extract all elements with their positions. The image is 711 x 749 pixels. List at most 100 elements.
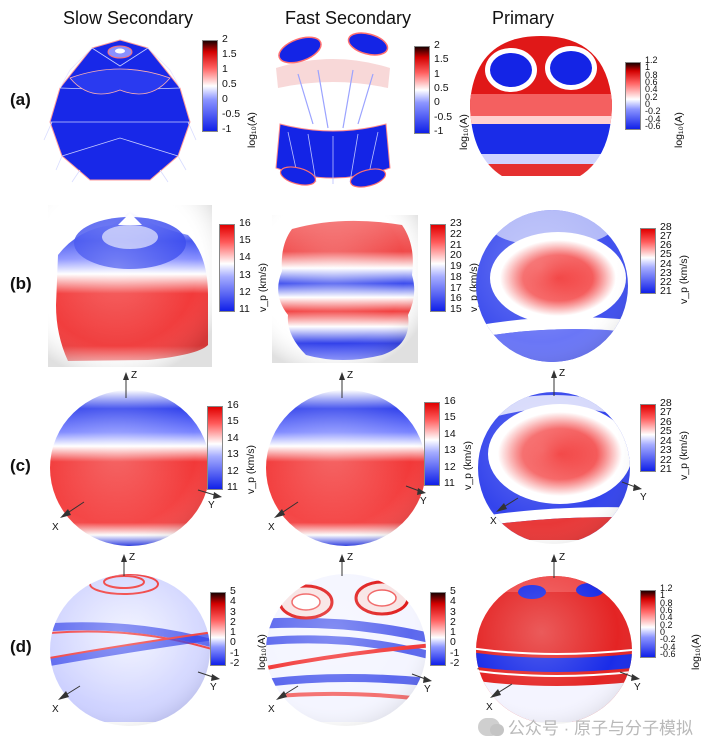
colorbar-tick-label: 15: [227, 415, 239, 428]
colorbar-tick-label: 0: [660, 627, 666, 637]
axis-label-z: Z: [559, 552, 565, 563]
panel-d-primary: Z Y X: [470, 552, 650, 724]
watermark-text: 公众号 · 原子与分子模拟: [507, 719, 693, 738]
colorbar-tick-label: 24: [660, 434, 672, 447]
row-label-b: (b): [10, 274, 32, 293]
colorbar-c-primary-unit: v_p (km/s): [678, 430, 690, 480]
axis-label-x: X: [490, 516, 497, 527]
axis-label-x: X: [52, 704, 59, 715]
wechat-icon: [477, 717, 504, 736]
colorbar-tick-label: 12: [239, 285, 251, 298]
panel-b-primary: [474, 208, 630, 364]
colorbar-tick-label: 4: [450, 595, 456, 608]
colorbar-tick-label: -0.2: [660, 634, 676, 645]
colorbar-tick-label: 27: [660, 230, 672, 243]
panel-a-fast: [258, 28, 408, 190]
panel-b-fast: [272, 215, 418, 363]
row-label-a: (a): [10, 90, 31, 109]
panel-d-fast: Z Y X: [256, 552, 446, 726]
colorbar-tick-label: 16: [227, 399, 239, 411]
colorbar-tick-label: 16: [450, 292, 462, 305]
colorbar-d-slow: 5 4 3 2 1 0 -1 -2 log₁₀(A): [210, 586, 272, 678]
column-title-fast-secondary: Fast Secondary: [284, 8, 412, 28]
colorbar-tick-label: 0: [222, 93, 228, 105]
colorbar-tick-label: 22: [450, 227, 462, 240]
axis-label-x: X: [268, 704, 275, 715]
colorbar-tick-label: -0.4: [645, 113, 661, 124]
axis-label-y: Y: [640, 492, 647, 503]
axis-label-y: Y: [634, 682, 641, 693]
watermark: 公众号 · 原子与分子模拟: [477, 714, 693, 739]
colorbar-tick-label: 0.5: [222, 78, 237, 90]
colorbar-tick-label: 1: [450, 626, 456, 639]
colorbar-tick-label: -1: [434, 125, 444, 137]
colorbar-tick-label: 2: [434, 39, 440, 51]
colorbar-tick-label: 13: [227, 448, 239, 461]
colorbar-a-primary: 1.2 1 0.8 0.6 0.4 0.2 0 -0.2 -0.4 -0.6 log₁₀(A): [625, 56, 687, 148]
colorbar-tick-label: 2: [230, 615, 236, 628]
colorbar-a-fast: 2 1.5 1 0.5 0 -0.5 -1 log₁₀(A): [414, 40, 476, 150]
colorbar-tick-label: -2: [230, 657, 240, 669]
column-title-primary: Primary: [492, 8, 554, 28]
colorbar-tick-label: 14: [227, 431, 239, 444]
axis-label-x: X: [486, 702, 493, 713]
colorbar-b-fast: 23 22 21 20 19 18 17 16 15 v_p (km/s): [430, 218, 492, 316]
colorbar-tick-label: 11: [239, 303, 250, 315]
colorbar-tick-label: 2: [222, 33, 228, 45]
colorbar-tick-label: 0.6: [645, 77, 658, 87]
colorbar-tick-label: 15: [450, 303, 462, 315]
panel-b-slow: [48, 205, 212, 367]
colorbar-tick-label: 27: [660, 406, 672, 419]
colorbar-b-slow: 16 15 14 13 12 11 v_p (km/s): [219, 218, 281, 315]
panel-c-primary: Z Y X: [470, 368, 650, 544]
colorbar-tick-label: 14: [239, 251, 251, 264]
colorbar-tick-label: 23: [660, 444, 672, 457]
colorbar-tick-label: 3: [230, 605, 236, 618]
colorbar-tick-label: 22: [660, 453, 672, 466]
colorbar-tick-label: 2: [450, 615, 456, 628]
colorbar-tick-label: 0.2: [645, 91, 658, 102]
colorbar-tick-label: -2: [450, 657, 460, 669]
colorbar-tick-label: 28: [660, 221, 672, 233]
colorbar-tick-label: 21: [450, 238, 462, 251]
colorbar-tick-label: 23: [450, 217, 462, 229]
colorbar-tick-label: -0.6: [660, 649, 676, 659]
colorbar-tick-label: 0.8: [645, 69, 658, 80]
colorbar-tick-label: 26: [660, 239, 672, 252]
panel-a-slow: [40, 30, 200, 190]
colorbar-a-slow: 2 1.5 1 0.5 0 -0.5 -1 log₁₀(A): [202, 34, 264, 148]
colorbar-tick-label: 0: [230, 636, 236, 649]
colorbar-tick-label: 12: [227, 464, 239, 477]
colorbar-tick-label: 16: [239, 217, 251, 229]
axis-label-z: Z: [559, 368, 565, 379]
colorbar-tick-label: -1: [450, 646, 460, 659]
colorbar-tick-label: 0: [434, 96, 440, 109]
colorbar-d-primary-unit: log₁₀(A): [690, 634, 702, 670]
colorbar-tick-label: 0: [645, 99, 651, 109]
colorbar-tick-label: 3: [450, 605, 456, 618]
colorbar-tick-label: 21: [660, 463, 672, 475]
colorbar-tick-label: 0.8: [660, 597, 673, 608]
colorbar-tick-label: 15: [444, 411, 456, 424]
axis-label-z: Z: [131, 370, 137, 381]
colorbar-tick-label: 13: [444, 444, 456, 457]
colorbar-tick-label: -1: [222, 123, 232, 135]
colorbar-tick-label: 15: [239, 234, 251, 247]
colorbar-d-primary: 1.2 1 0.8 0.6 0.4 0.2 0 -0.2 -0.4 -0.6 log₁₀(A): [640, 584, 702, 670]
colorbar-tick-label: 1: [660, 590, 666, 601]
column-title-slow-secondary: Slow Secondary: [62, 8, 194, 28]
colorbar-tick-label: 1.2: [645, 55, 658, 65]
colorbar-tick-label: 14: [444, 427, 456, 440]
colorbar-tick-label: 4: [230, 595, 236, 608]
colorbar-tick-label: 26: [660, 415, 672, 428]
colorbar-tick-label: 1: [230, 626, 236, 639]
colorbar-b-primary: 28 27 26 25 24 23 22 21 v_p (km/s): [640, 222, 702, 304]
colorbar-tick-label: 11: [444, 477, 455, 489]
panel-c-fast: Z Y X: [256, 368, 446, 546]
colorbar-tick-label: 20: [450, 249, 462, 262]
colorbar-a-slow-unit: log₁₀(A): [246, 112, 258, 148]
colorbar-c-slow: 16 15 14 13 12 11 v_p (km/s): [207, 400, 269, 494]
colorbar-tick-label: 1: [222, 63, 228, 75]
colorbar-b-primary-unit: v_p (km/s): [678, 254, 690, 304]
colorbar-tick-label: 17: [450, 281, 462, 294]
